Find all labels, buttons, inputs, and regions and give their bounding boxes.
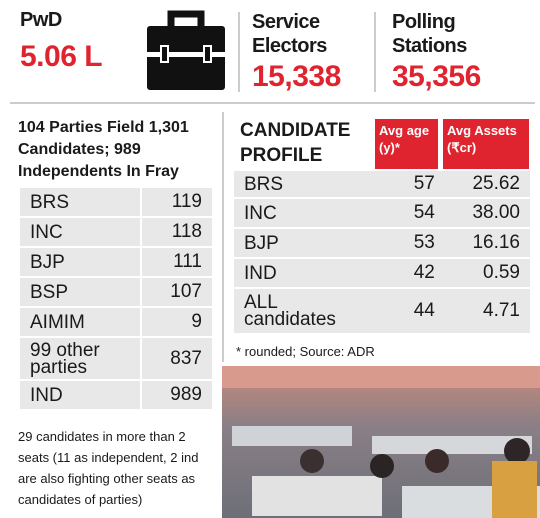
party-count: 9 <box>140 308 212 336</box>
column-header: Avg age (y)* <box>375 119 438 169</box>
table-row: IND 989 <box>20 381 212 409</box>
avg-assets: 25.62 <box>472 173 520 194</box>
table-row: 99 other parties 837 <box>20 338 212 379</box>
party-count: 107 <box>140 278 212 306</box>
avg-age: 54 <box>413 202 435 223</box>
party-name: AIMIM <box>30 311 85 333</box>
candidate-group: IND <box>244 262 277 284</box>
divider <box>10 102 535 104</box>
avg-assets: 0.59 <box>483 262 520 283</box>
avg-age: 42 <box>413 262 435 283</box>
briefcase-icon <box>147 10 225 90</box>
party-count: 989 <box>140 381 212 409</box>
parties-note: 29 candidates in more than 2 seats (11 a… <box>18 429 199 507</box>
party-name: BJP <box>30 251 65 273</box>
party-count: 118 <box>140 218 212 246</box>
party-count: 837 <box>140 338 212 379</box>
avg-assets: 38.00 <box>472 202 520 223</box>
party-name: BRS <box>30 191 70 213</box>
table-row: BSP 107 <box>20 278 212 306</box>
stat-value: 35,356 <box>392 60 481 93</box>
avg-assets: 16.16 <box>472 232 520 253</box>
party-count: 119 <box>140 188 212 216</box>
candidate-group: INC <box>244 202 277 224</box>
party-name: IND <box>30 384 63 406</box>
avg-age: 44 <box>413 300 435 321</box>
column-header: Avg Assets (₹cr) <box>443 119 529 169</box>
table-row: INC 54 38.00 <box>234 199 530 227</box>
candidate-group: ALL candidates <box>244 292 336 330</box>
profile-title: CANDIDATE PROFILE <box>240 120 351 166</box>
parties-title: 104 Parties Field 1,301 Candidates; 989 … <box>18 119 189 180</box>
divider <box>374 12 376 92</box>
party-count: 111 <box>140 248 212 276</box>
avg-assets: 4.71 <box>483 300 520 321</box>
table-row: ALL candidates 44 4.71 <box>234 289 530 333</box>
party-name: 99 other parties <box>30 339 100 378</box>
party-name: INC <box>30 221 63 243</box>
stat-label: Polling Stations <box>392 11 467 57</box>
divider <box>238 12 240 92</box>
stat-label: PwD <box>20 9 62 31</box>
stat-value: 5.06 L <box>20 40 103 73</box>
table-row: BJP 53 16.16 <box>234 229 530 257</box>
divider <box>222 112 224 362</box>
table-row: BRS 119 <box>20 188 212 216</box>
candidate-group: BJP <box>244 232 279 254</box>
table-row: INC 118 <box>20 218 212 246</box>
avg-age: 57 <box>413 173 435 194</box>
party-name: BSP <box>30 281 69 303</box>
table-row: IND 42 0.59 <box>234 259 530 287</box>
stat-label: Service Electors <box>252 11 327 57</box>
table-row: BJP 111 <box>20 248 212 276</box>
avg-age: 53 <box>413 232 435 253</box>
table-row: BRS 57 25.62 <box>234 171 530 197</box>
photo <box>222 366 540 518</box>
stat-value: 15,338 <box>252 60 341 93</box>
table-row: AIMIM 9 <box>20 308 212 336</box>
footnote: * rounded; Source: ADR <box>236 344 375 359</box>
candidate-group: BRS <box>244 173 284 195</box>
